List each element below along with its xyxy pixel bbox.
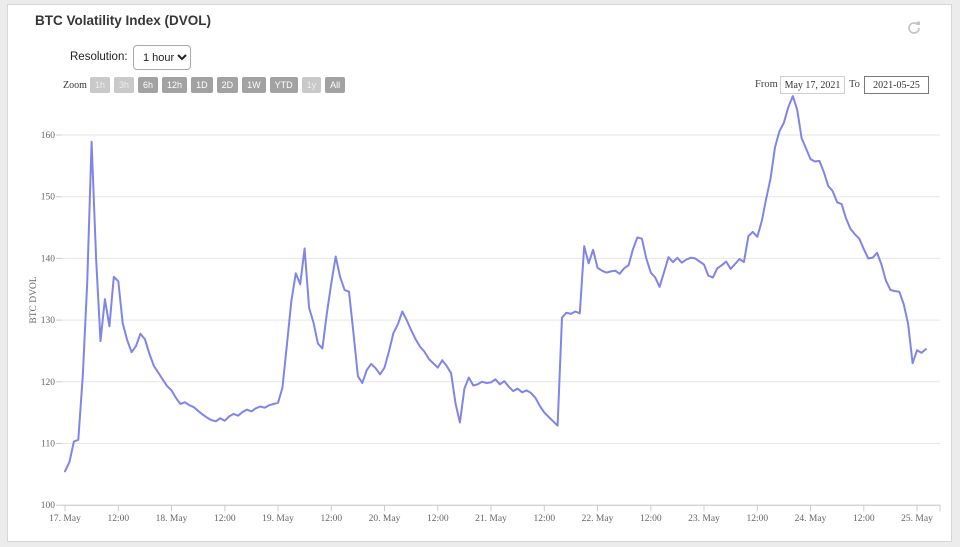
zoom-label: Zoom: [63, 80, 87, 91]
svg-text:150: 150: [41, 193, 56, 203]
zoom-button-12h[interactable]: 12h: [162, 77, 188, 93]
to-date-input[interactable]: [864, 76, 929, 94]
resolution-select[interactable]: 1 hour: [133, 45, 191, 70]
svg-text:100: 100: [41, 501, 56, 511]
zoom-button-1y: 1y: [301, 77, 322, 93]
zoom-button-6h[interactable]: 6h: [138, 77, 159, 93]
svg-text:22. May: 22. May: [582, 514, 614, 524]
svg-text:12:00: 12:00: [107, 514, 129, 524]
svg-text:12:00: 12:00: [640, 514, 662, 524]
svg-text:140: 140: [41, 254, 56, 264]
zoom-button-1d[interactable]: 1D: [191, 77, 213, 93]
from-label: From: [755, 79, 778, 90]
svg-text:120: 120: [41, 378, 56, 388]
to-label: To: [849, 79, 860, 90]
svg-text:160: 160: [41, 131, 56, 141]
series-line: [64, 95, 927, 473]
zoom-button-1w[interactable]: 1W: [242, 77, 266, 93]
svg-text:12:00: 12:00: [320, 514, 342, 524]
zoom-button-ytd[interactable]: YTD: [269, 77, 298, 93]
resolution-label: Resolution:: [70, 51, 128, 63]
svg-text:24. May: 24. May: [795, 514, 827, 524]
svg-text:130: 130: [41, 316, 56, 326]
svg-text:19. May: 19. May: [262, 514, 294, 524]
y-axis-title: BTC DVOL: [29, 276, 39, 323]
zoom-button-1h: 1h: [90, 77, 111, 93]
svg-text:25. May: 25. May: [901, 514, 933, 524]
svg-text:12:00: 12:00: [427, 514, 449, 524]
svg-text:21. May: 21. May: [475, 514, 507, 524]
zoom-button-group: 1h 3h 6h 12h 1D 2D 1W YTD 1y All: [90, 77, 346, 93]
refresh-icon[interactable]: [906, 20, 922, 36]
svg-text:12:00: 12:00: [746, 514, 768, 524]
svg-text:18. May: 18. May: [156, 514, 188, 524]
axes: 100 110 120 130 140 150 160 17. May 12:00 18. May…: [41, 131, 941, 524]
svg-text:12:00: 12:00: [214, 514, 236, 524]
page-title: BTC Volatility Index (DVOL): [35, 13, 212, 28]
zoom-button-all[interactable]: All: [325, 77, 346, 93]
svg-text:12:00: 12:00: [853, 514, 875, 524]
svg-text:12:00: 12:00: [533, 514, 555, 524]
from-date-input[interactable]: [780, 76, 845, 94]
svg-text:23. May: 23. May: [688, 514, 720, 524]
zoom-button-3h: 3h: [114, 77, 135, 93]
svg-text:20. May: 20. May: [369, 514, 401, 524]
zoom-button-2d[interactable]: 2D: [216, 77, 239, 93]
plot-area[interactable]: [62, 96, 940, 507]
svg-text:110: 110: [41, 440, 55, 450]
svg-text:17. May: 17. May: [49, 514, 81, 524]
